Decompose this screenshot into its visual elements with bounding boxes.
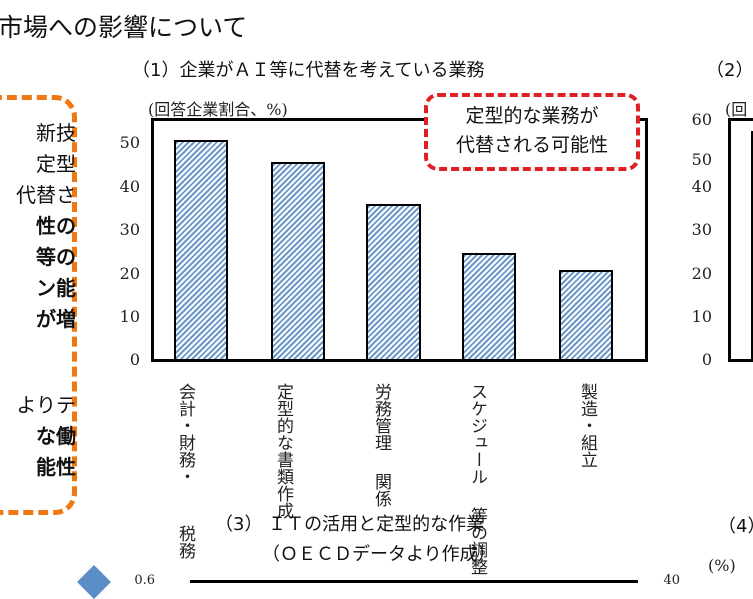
summary-line: 等の xyxy=(36,245,76,269)
chart2-ytick: 10 xyxy=(691,307,712,326)
chart4-ytick: 40 xyxy=(663,573,680,588)
chart1-bar-manufacturing xyxy=(559,270,613,359)
summary-line: ン能 xyxy=(36,276,76,300)
callout-line: 代替される可能性 xyxy=(455,134,608,156)
chart1-ytick: 0 xyxy=(129,350,140,369)
chart1-ytick: 50 xyxy=(119,133,140,152)
callout-line: 定型的な業務が xyxy=(465,105,599,127)
chart1-title: （1）企業がＡＩ等に代替を考えている業務 xyxy=(132,60,485,81)
chart2-ytick: 40 xyxy=(691,177,712,196)
summary-line: よりテ xyxy=(16,393,76,417)
chart1-ytick: 40 xyxy=(119,177,140,196)
chart1-ytick: 20 xyxy=(119,264,140,283)
callout-routine-work: 定型的な業務が 代替される可能性 xyxy=(424,93,640,171)
chart1-xlabel-labor: 労務管理関係 xyxy=(370,372,414,507)
summary-line: 能性 xyxy=(36,455,76,479)
chart2-title: （2） xyxy=(706,60,753,81)
chart2-ytick: 60 xyxy=(691,110,712,129)
chart1-bar-scheduling xyxy=(462,253,516,359)
chart3-ytick: 0.6 xyxy=(134,573,155,588)
chart1-xlabel-document: 定型的な書類作成 xyxy=(272,372,316,519)
page-title: 市場への影響について xyxy=(0,13,248,42)
summary-line: 性の xyxy=(36,214,76,238)
xlabel-col: 会計・財務・ xyxy=(175,382,195,485)
summary-text: 新技 定型 代替さ 性の 等の ン能 が増 よりテ な働 能性 xyxy=(0,118,76,483)
chart2-ytick: 0 xyxy=(701,350,712,369)
chart2-ytick: 50 xyxy=(691,150,712,169)
summary-line: 代替さ xyxy=(16,183,76,207)
xlabel-col: 労務管理 xyxy=(371,382,391,451)
chart4-unit-label: (%) xyxy=(708,556,736,575)
chart2-plot-area xyxy=(728,118,753,362)
chart4-title: （4）系 xyxy=(718,516,753,537)
chart1-bar-labor-management xyxy=(366,204,421,359)
chart1-bar-document-creation xyxy=(271,162,325,359)
xlabel-col: 等の調整 xyxy=(467,506,487,575)
chart2-bar-edge xyxy=(751,131,753,361)
chart3-title: （3） ＩＴの活用と定型的な作業 xyxy=(215,514,485,535)
legend-diamond-icon xyxy=(77,565,111,599)
summary-line: が増 xyxy=(36,307,76,331)
summary-spacer xyxy=(0,335,76,366)
xlabel-col: スケジュール xyxy=(467,382,487,485)
summary-line: 新技 xyxy=(36,121,76,145)
summary-line: 定型 xyxy=(36,152,76,176)
chart1-unit-label: (回答企業割合、%) xyxy=(148,100,288,119)
summary-box-border xyxy=(0,95,77,515)
chart2-unit-label: (回 xyxy=(725,100,748,119)
chart1-bar-accounting xyxy=(174,140,228,359)
xlabel-col: 製造・組立 xyxy=(577,382,597,468)
chart3-plot-top-border xyxy=(190,580,638,583)
chart1-xlabel-accounting: 会計・財務・税務 xyxy=(174,372,218,559)
summary-line: な働 xyxy=(36,424,76,448)
xlabel-col: 関係 xyxy=(371,472,391,507)
chart1-ytick: 10 xyxy=(119,307,140,326)
chart2-ytick: 30 xyxy=(691,220,712,239)
chart1-xlabel-manufacturing: 製造・組立 xyxy=(576,372,620,468)
chart2-ytick: 20 xyxy=(691,264,712,283)
xlabel-col: 書類作成 xyxy=(273,450,293,519)
xlabel-col: 税務 xyxy=(175,524,195,559)
xlabel-col: 定型的な xyxy=(273,382,293,451)
chart3-subtitle: （ＯＥＣＤデータより作成） xyxy=(262,544,496,565)
chart1-ytick: 30 xyxy=(119,220,140,239)
chart1-xlabel-scheduling: スケジュール等の調整 xyxy=(466,372,510,575)
